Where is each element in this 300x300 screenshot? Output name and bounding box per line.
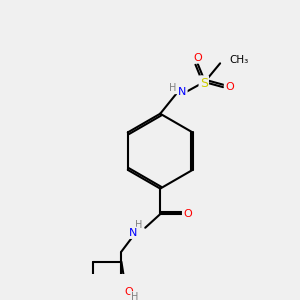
Text: S: S xyxy=(200,76,208,90)
Text: O: O xyxy=(183,209,192,219)
Text: N: N xyxy=(178,87,187,97)
Text: N: N xyxy=(129,228,137,238)
Text: O: O xyxy=(124,287,133,297)
Text: H: H xyxy=(169,83,177,93)
Text: CH₃: CH₃ xyxy=(230,55,249,65)
Text: O: O xyxy=(193,52,202,63)
Text: H: H xyxy=(131,292,139,300)
Text: H: H xyxy=(135,220,142,230)
Text: O: O xyxy=(225,82,234,92)
